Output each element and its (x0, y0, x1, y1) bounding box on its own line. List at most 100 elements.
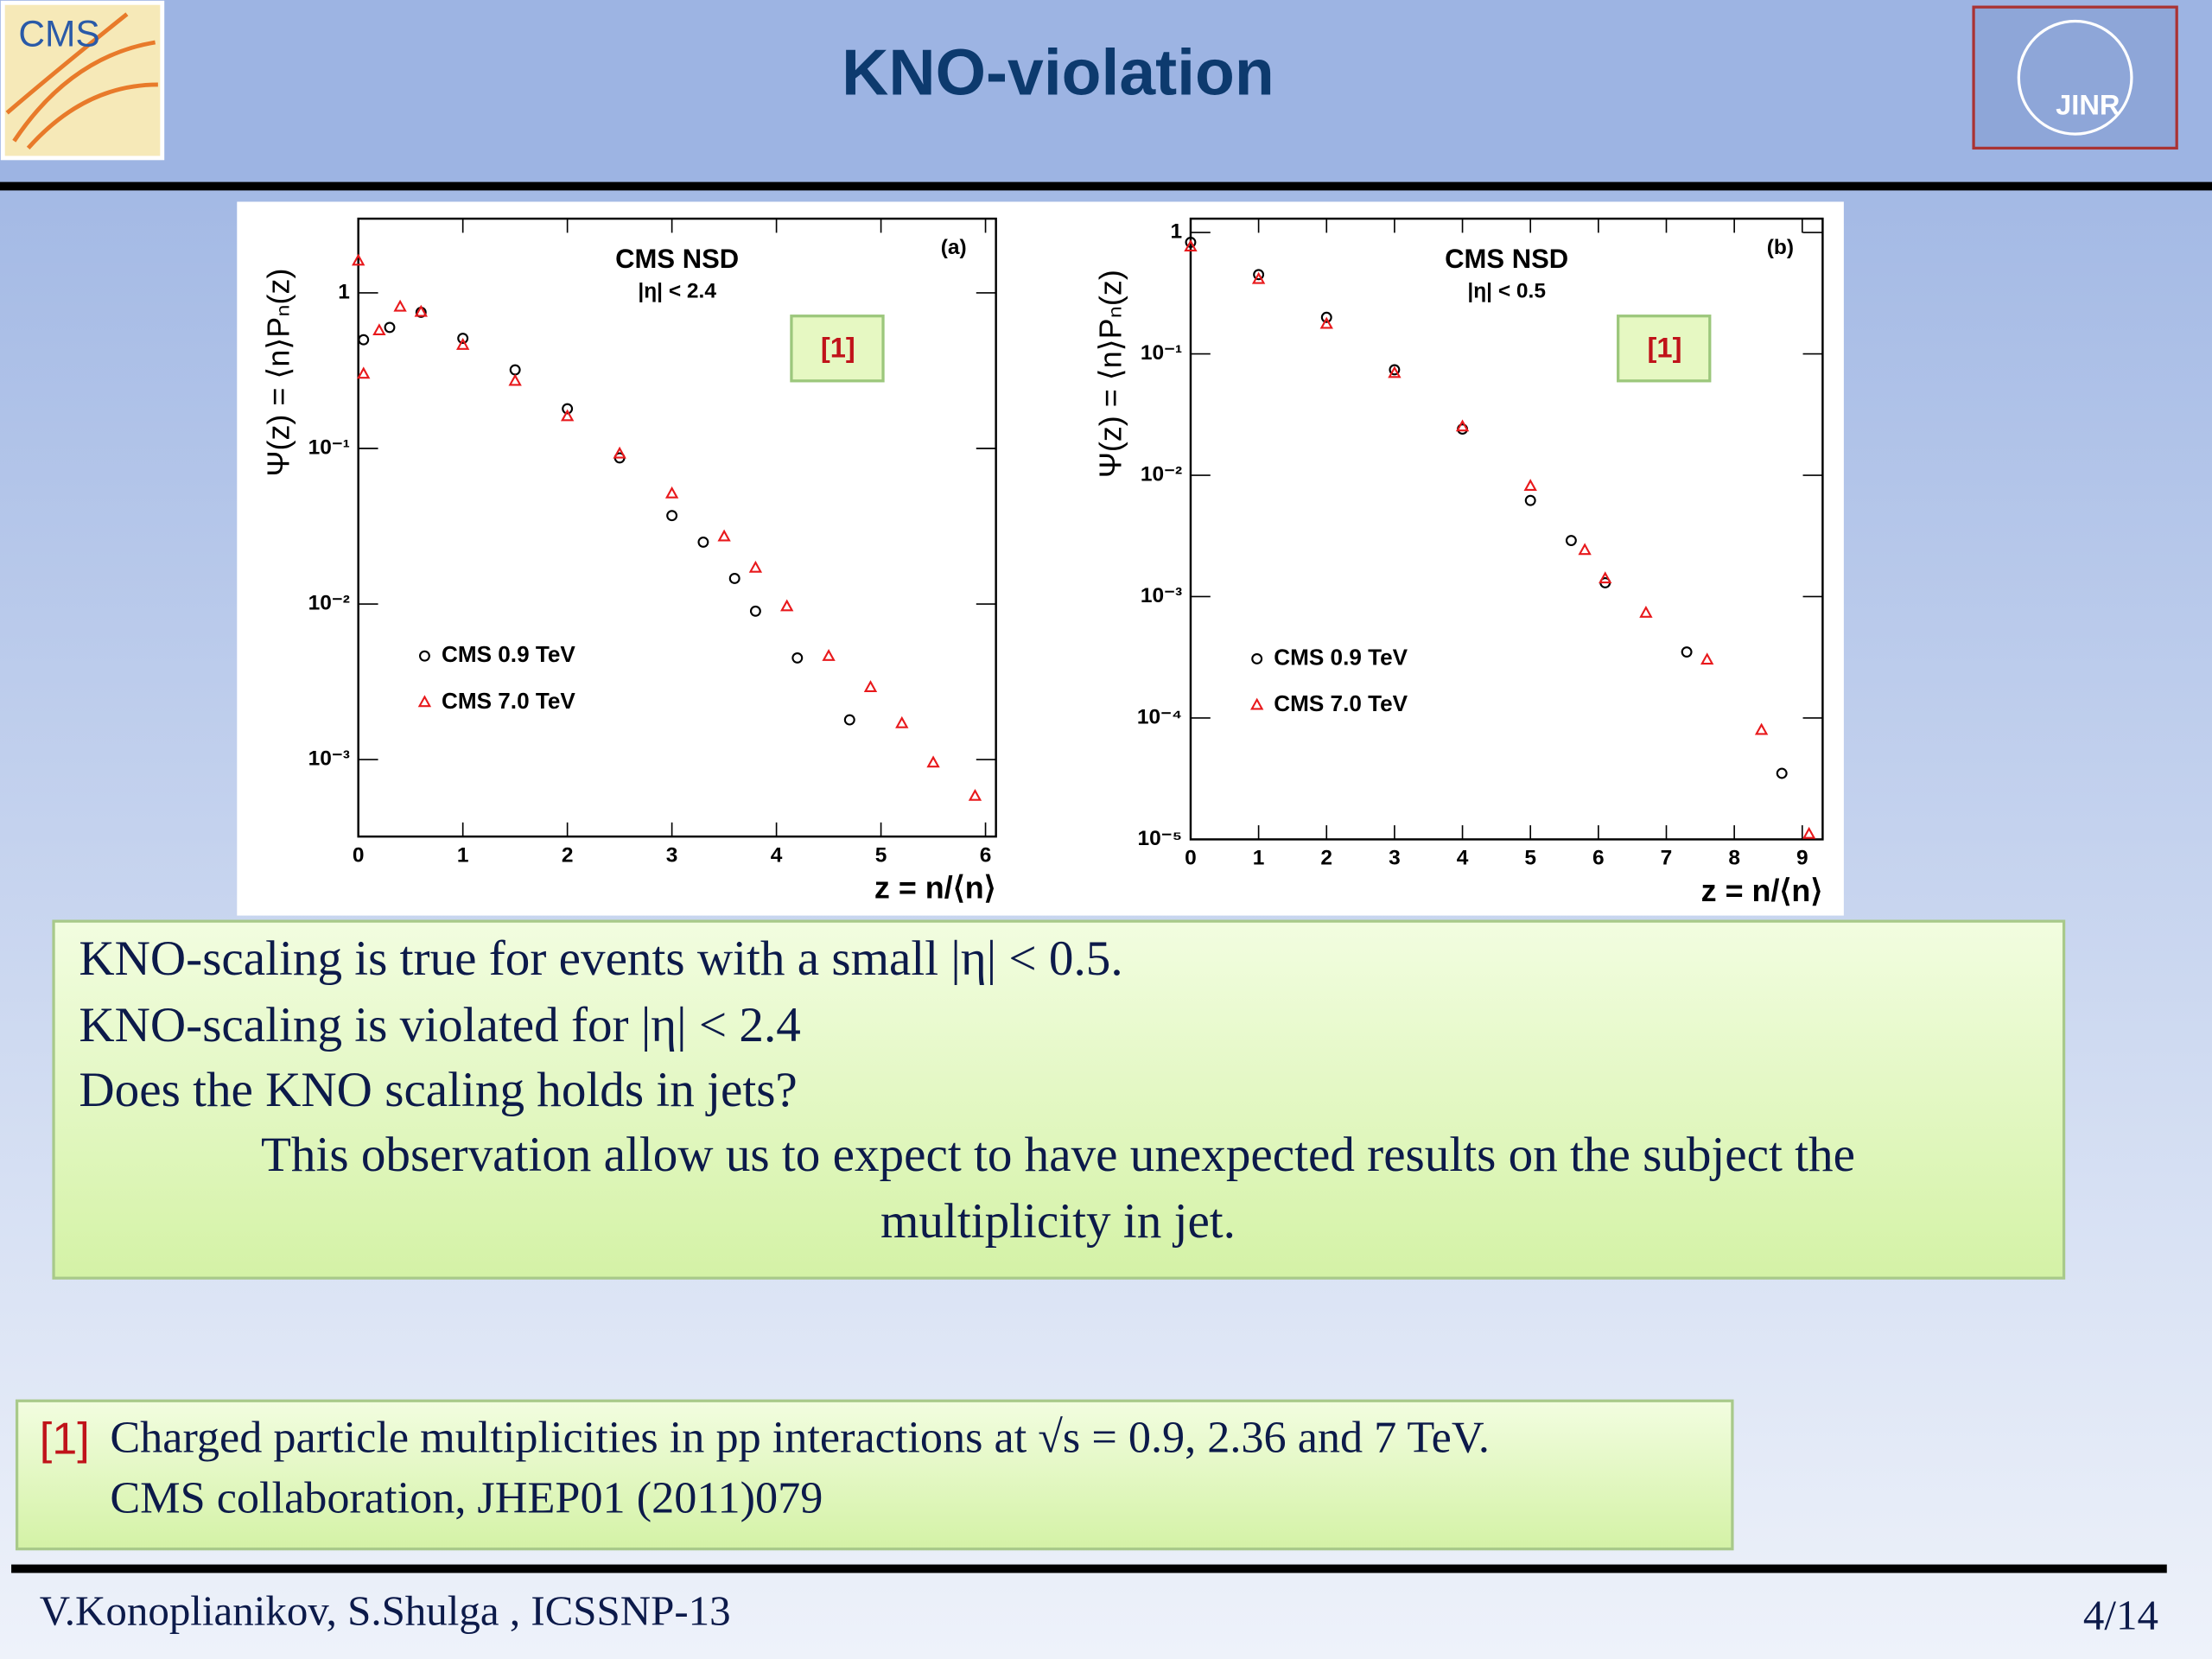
data-point (1639, 605, 1653, 618)
x-tick-label: 2 (1320, 847, 1332, 870)
data-point (1185, 236, 1197, 248)
data-point (1251, 271, 1266, 284)
reference-line: CMS collaboration, JHEP01 (2011)079 (110, 1473, 823, 1523)
summary-line: Does the KNO scaling holds in jets? (79, 1063, 797, 1117)
y-tick-label: 10⁻¹ (308, 435, 350, 459)
panel-label: (a) (941, 236, 967, 259)
data-point (1802, 826, 1816, 839)
legend-label: CMS 7.0 TeV (1274, 690, 1408, 716)
data-point (748, 560, 763, 573)
data-point (384, 321, 396, 334)
jinr-logo (1972, 5, 2178, 150)
chart-subtitle: |η| < 2.4 (638, 279, 716, 302)
data-point (1184, 239, 1198, 251)
legend-marker (1251, 653, 1263, 664)
data-point (1523, 479, 1537, 492)
data-point (457, 333, 469, 345)
x-axis-label: z = n/⟨n⟩ (1701, 873, 1823, 908)
plot-frame (1189, 217, 1824, 841)
annotation-box (790, 315, 885, 383)
footer-rule (11, 1564, 2167, 1573)
header-band (0, 0, 2212, 184)
data-point (728, 572, 741, 584)
data-point (508, 373, 522, 386)
x-axis-label: z = n/⟨n⟩ (874, 870, 996, 906)
data-point (1455, 419, 1470, 432)
data-point (1565, 535, 1577, 546)
charts: 0 1 2 3 4 5 6 10⁻³ 10⁻² 10⁻¹ 1 CMS NSD |η| < 2.4 (a) [… (260, 217, 1824, 908)
summary-line: KNO-scaling is violated for |η| < 2.4 (79, 998, 800, 1052)
x-tick-label: 1 (1253, 847, 1265, 870)
data-point (1754, 722, 1769, 735)
x-tick-label: 0 (1185, 847, 1197, 870)
annotation: [1] (821, 332, 855, 364)
reference-line: Charged particle multiplicities in pp in… (110, 1413, 1490, 1463)
header-rule (0, 181, 2212, 191)
legend-marker (417, 695, 432, 708)
summary-line: KNO-scaling is true for events with a sm… (79, 931, 1122, 986)
summary-line: multiplicity in jet. (880, 1194, 1236, 1249)
y-axis-label: Ψ(z) = ⟨n⟩Pₙ(z) (260, 269, 296, 477)
data-point (697, 536, 709, 548)
x-tick-label: 8 (1728, 847, 1740, 870)
data-point (455, 337, 470, 350)
y-tick-label: 1 (1171, 220, 1183, 244)
data-point (822, 649, 836, 661)
data-point (717, 529, 731, 542)
x-tick-label: 9 (1796, 847, 1808, 870)
data-point (843, 714, 855, 726)
x-tick-label: 1 (457, 843, 469, 867)
x-tick-label: 0 (353, 843, 365, 867)
data-point (393, 299, 407, 312)
y-tick-label: 10⁻⁴ (1137, 705, 1182, 728)
jinr-logo-art (2017, 19, 2133, 136)
data-point (926, 755, 940, 768)
data-point (1700, 652, 1714, 665)
panel-label: (b) (1767, 236, 1794, 259)
y-tick-label: 10⁻¹ (1141, 341, 1182, 365)
data-point (666, 510, 678, 522)
x-tick-label: 4 (771, 843, 783, 867)
data-point (1578, 543, 1592, 556)
data-point (1681, 646, 1693, 658)
data-point (895, 715, 909, 728)
x-tick-label: 7 (1661, 847, 1673, 870)
data-point (414, 304, 428, 317)
x-tick-label: 3 (666, 843, 678, 867)
y-axis-label: Ψ(z) = ⟨n⟩Pₙ(z) (1093, 270, 1128, 478)
data-point (358, 334, 370, 346)
y-tick-label: 10⁻² (308, 592, 350, 615)
summary-box (52, 919, 2066, 1280)
data-point (613, 446, 626, 459)
legend-marker (418, 650, 430, 662)
slide-title: KNO-violation (842, 36, 1274, 109)
data-point (1388, 365, 1402, 378)
page-number: 4/14 (2083, 1592, 2158, 1639)
cms-logo-art (5, 12, 158, 150)
y-tick-label: 10⁻³ (1141, 584, 1182, 607)
chart-subtitle: |η| < 0.5 (1467, 279, 1546, 302)
data-point (372, 323, 386, 336)
legend-label: CMS 0.9 TeV (442, 641, 575, 667)
chart-title: CMS NSD (615, 244, 739, 274)
summary-line: This observation allow us to expect to h… (261, 1128, 1855, 1182)
legend-marker (1250, 697, 1264, 710)
reference-marker: [1] (40, 1414, 90, 1464)
data-point (780, 599, 794, 612)
data-point (1776, 767, 1788, 779)
data-point (1253, 269, 1265, 281)
x-tick-label: 6 (980, 843, 992, 867)
annotation: [1] (1648, 332, 1682, 364)
footer-authors: V.Konoplianikov, S.Shulga , ICSSNP-13 (40, 1587, 731, 1635)
y-tick-label: 10⁻² (1141, 462, 1182, 486)
data-point (1599, 571, 1612, 584)
data-point (863, 680, 878, 692)
figure-panel (237, 201, 1844, 916)
data-point (749, 605, 761, 617)
x-tick-label: 2 (562, 843, 574, 867)
annotation-box (1617, 315, 1712, 383)
data-point (1320, 311, 1332, 323)
legend-label: CMS 0.9 TeV (1274, 644, 1408, 670)
